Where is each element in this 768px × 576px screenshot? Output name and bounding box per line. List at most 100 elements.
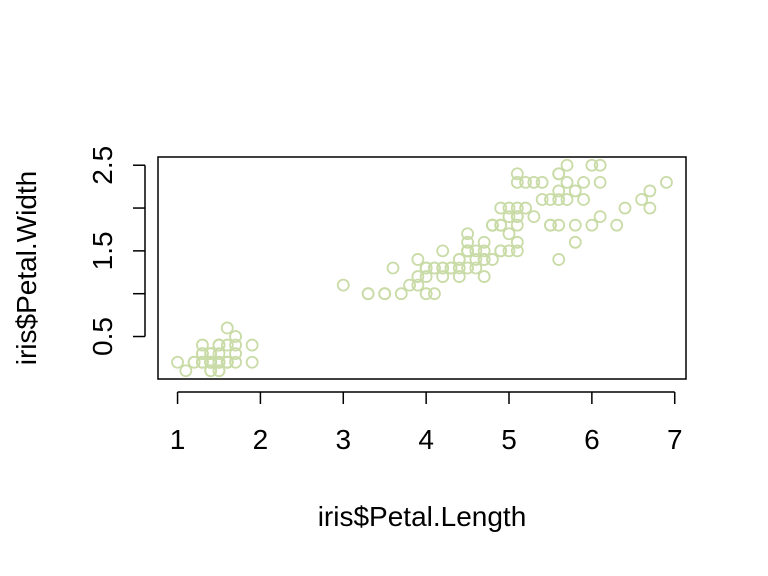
- y-tick-label: 2.5: [87, 146, 118, 185]
- data-point: [419, 270, 433, 283]
- data-point: [560, 193, 574, 206]
- data-point: [204, 355, 218, 369]
- data-point: [461, 235, 474, 249]
- data-point: [643, 201, 657, 215]
- x-tick-label: 3: [335, 424, 351, 455]
- data-point: [220, 338, 234, 352]
- data-point: [552, 218, 566, 232]
- data-point: [245, 355, 259, 369]
- data-point: [428, 261, 441, 275]
- data-point: [436, 244, 450, 258]
- data-point: [452, 253, 466, 266]
- data-point: [568, 235, 582, 249]
- data-point: [204, 347, 218, 361]
- data-point: [552, 167, 566, 181]
- data-point: [527, 210, 541, 224]
- data-point: [494, 218, 508, 232]
- data-point: [452, 261, 466, 275]
- data-point: [229, 338, 242, 352]
- x-tick-label: 1: [170, 424, 186, 455]
- data-point: [552, 253, 566, 266]
- data-point: [585, 218, 599, 232]
- data-point: [196, 355, 209, 369]
- data-point: [196, 347, 209, 361]
- data-point: [519, 175, 532, 189]
- data-point: [403, 278, 416, 292]
- data-point: [436, 261, 450, 275]
- x-tick-label: 7: [667, 424, 683, 455]
- data-point: [212, 355, 226, 369]
- data-point: [469, 261, 483, 275]
- data-point: [419, 287, 433, 301]
- data-point: [461, 261, 474, 275]
- data-point: [477, 244, 491, 258]
- data-point: [510, 235, 524, 249]
- data-point: [419, 261, 433, 275]
- data-point: [535, 175, 549, 189]
- data-point: [494, 244, 508, 258]
- data-point: [502, 227, 516, 241]
- data-point: [204, 364, 218, 378]
- data-point: [577, 193, 590, 206]
- data-point: [660, 175, 673, 189]
- x-tick-label: 4: [418, 424, 434, 455]
- data-point: [220, 355, 234, 369]
- data-point: [502, 201, 516, 215]
- data-point: [510, 218, 524, 232]
- data-point: [452, 270, 466, 283]
- data-point: [336, 278, 350, 292]
- data-point: [593, 175, 607, 189]
- x-tick-label: 2: [253, 424, 269, 455]
- data-point: [477, 235, 491, 249]
- data-point: [535, 193, 549, 206]
- y-tick-label: 0.5: [87, 317, 118, 356]
- data-point: [477, 270, 491, 283]
- data-point: [544, 193, 557, 206]
- data-point: [187, 355, 201, 369]
- data-point: [560, 158, 574, 172]
- data-point: [428, 287, 441, 301]
- x-tick-label: 5: [501, 424, 517, 455]
- data-point: [461, 227, 474, 241]
- data-point: [411, 253, 425, 266]
- data-point: [486, 218, 499, 232]
- data-point: [411, 270, 425, 283]
- data-point: [610, 218, 624, 232]
- data-point: [486, 253, 499, 266]
- x-tick-label: 6: [584, 424, 600, 455]
- data-point: [585, 158, 599, 172]
- data-point: [469, 253, 483, 266]
- data-point: [212, 347, 226, 361]
- data-point: [386, 261, 400, 275]
- data-point: [568, 184, 582, 198]
- data-point: [510, 167, 524, 181]
- data-point: [436, 270, 450, 283]
- data-point: [635, 193, 648, 206]
- data-points: [171, 158, 673, 378]
- y-axis-title: iris$Petal.Width: [11, 171, 42, 366]
- data-point: [229, 347, 242, 361]
- data-point: [394, 287, 408, 301]
- data-point: [527, 175, 541, 189]
- data-point: [552, 184, 566, 198]
- data-point: [618, 201, 632, 215]
- data-point: [461, 244, 474, 258]
- data-point: [229, 355, 242, 369]
- data-point: [220, 321, 234, 335]
- data-point: [544, 218, 557, 232]
- data-point: [502, 244, 516, 258]
- data-point: [568, 218, 582, 232]
- data-point: [510, 175, 524, 189]
- plot-frame: [157, 156, 687, 380]
- data-point: [519, 201, 532, 215]
- data-point: [510, 210, 524, 224]
- x-axis: 1 2 3 4 5 6 7: [170, 391, 683, 455]
- data-point: [411, 278, 425, 292]
- data-point: [196, 338, 209, 352]
- data-point: [577, 175, 590, 189]
- data-point: [444, 261, 458, 275]
- data-point: [229, 330, 242, 343]
- y-tick-label: 1.5: [87, 231, 118, 270]
- data-point: [171, 355, 184, 369]
